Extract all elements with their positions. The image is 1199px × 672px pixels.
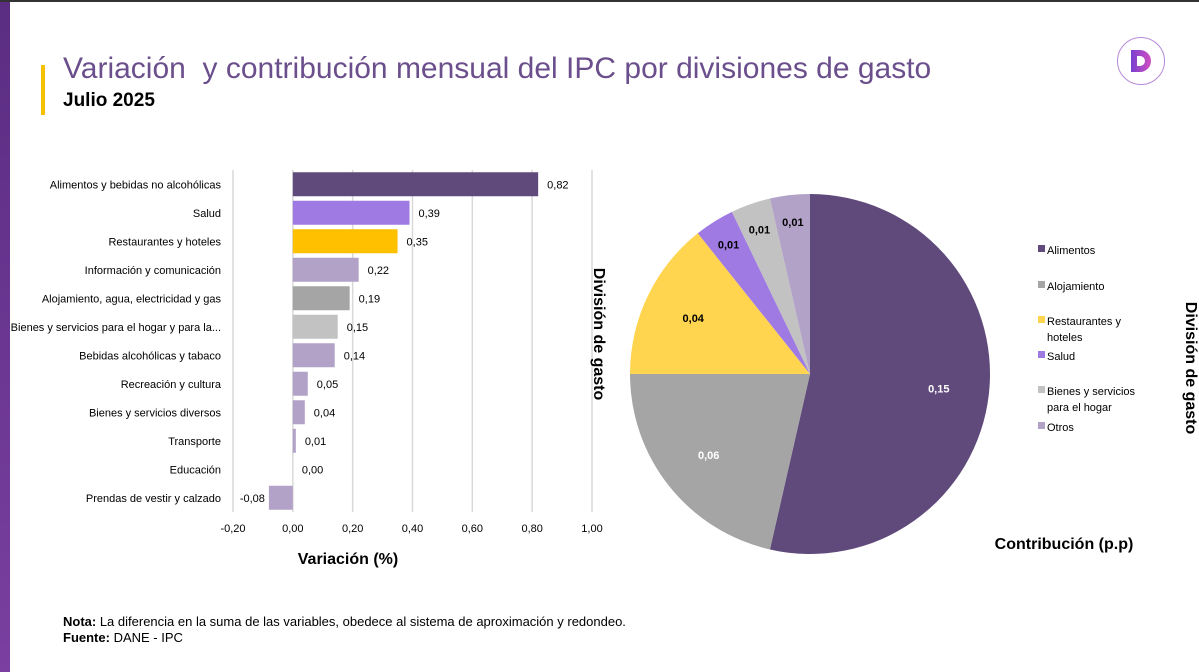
legend-swatch bbox=[1038, 351, 1045, 358]
data-label: 0,19 bbox=[359, 293, 380, 305]
x-axis-title: Variación (%) bbox=[298, 551, 398, 568]
category-label: Bebidas alcohólicas y tabaco bbox=[79, 350, 221, 362]
footnote: Nota: La diferencia en la suma de las va… bbox=[63, 614, 626, 629]
slice-label: 0,01 bbox=[749, 225, 770, 237]
pie-slice bbox=[769, 194, 991, 554]
category-label: Alojamiento, agua, electricidad y gas bbox=[42, 293, 222, 305]
data-label: 0,15 bbox=[347, 322, 368, 334]
legend-swatch bbox=[1038, 245, 1045, 252]
category-label: Prendas de vestir y calzado bbox=[86, 493, 221, 505]
page-subtitle: Julio 2025 bbox=[63, 90, 155, 111]
x-tick-label: 1,00 bbox=[581, 523, 602, 535]
category-label: Salud bbox=[193, 208, 221, 220]
data-label: 0,00 bbox=[302, 464, 323, 476]
logo-d-icon bbox=[1131, 50, 1151, 72]
bar bbox=[292, 200, 410, 225]
slice-label: 0,01 bbox=[718, 239, 739, 251]
category-label: Recreación y cultura bbox=[121, 379, 222, 391]
data-label: 0,14 bbox=[344, 350, 365, 362]
bar bbox=[292, 257, 359, 282]
bar bbox=[292, 286, 350, 311]
dane-logo bbox=[1117, 37, 1165, 85]
source-label: Fuente: bbox=[63, 630, 110, 645]
x-tick-label: 0,40 bbox=[402, 523, 423, 535]
legend-swatch bbox=[1038, 386, 1045, 393]
category-label: Alimentos y bebidas no alcohólicas bbox=[50, 179, 222, 191]
legend-swatch bbox=[1038, 422, 1045, 429]
legend-swatch bbox=[1038, 316, 1045, 323]
legend-label: hoteles bbox=[1047, 332, 1083, 344]
category-label: Bienes y servicios para el hogar y para … bbox=[11, 322, 221, 334]
category-label: Educación bbox=[170, 464, 221, 476]
pie-x-title: Contribución (p.p) bbox=[995, 536, 1134, 553]
legend-label: Bienes y servicios bbox=[1047, 386, 1136, 398]
data-label: 0,22 bbox=[368, 265, 389, 277]
x-tick-label: 0,80 bbox=[521, 523, 542, 535]
note-text: La diferencia en la suma de las variable… bbox=[96, 614, 626, 629]
pie-y-title: División de gasto bbox=[1182, 302, 1199, 435]
legend-label: Alimentos bbox=[1047, 245, 1096, 257]
title-accent bbox=[41, 65, 45, 115]
legend-label: para el hogar bbox=[1047, 402, 1112, 414]
bar bbox=[268, 485, 293, 510]
side-stripe bbox=[0, 0, 10, 672]
bar bbox=[292, 343, 335, 368]
data-label: 0,39 bbox=[419, 208, 440, 220]
x-tick-label: 0,20 bbox=[342, 523, 363, 535]
y-axis-title: División de gasto bbox=[590, 268, 607, 401]
x-tick-label: -0,20 bbox=[220, 523, 245, 535]
bar bbox=[292, 229, 398, 254]
legend-label: Restaurantes y bbox=[1047, 316, 1121, 328]
data-label: 0,35 bbox=[407, 236, 428, 248]
pie-slice bbox=[769, 194, 810, 374]
category-label: Transporte bbox=[168, 436, 221, 448]
top-border bbox=[0, 0, 1199, 2]
data-label: 0,05 bbox=[317, 379, 338, 391]
data-label: 0,04 bbox=[314, 407, 335, 419]
slice-label: 0,06 bbox=[698, 450, 719, 462]
bar bbox=[292, 314, 338, 339]
data-label: -0,08 bbox=[240, 493, 265, 505]
page-title: Variación y contribución mensual del IPC… bbox=[63, 52, 932, 85]
x-tick-label: 0,00 bbox=[282, 523, 303, 535]
x-tick-label: 0,60 bbox=[462, 523, 483, 535]
pie-slice bbox=[697, 211, 810, 374]
category-label: Bienes y servicios diversos bbox=[89, 407, 222, 419]
bar bbox=[292, 400, 305, 425]
pie-slice bbox=[630, 233, 810, 374]
bar bbox=[292, 371, 308, 396]
category-label: Información y comunicación bbox=[85, 265, 221, 277]
source: Fuente: DANE - IPC bbox=[63, 630, 183, 645]
note-label: Nota: bbox=[63, 614, 97, 629]
slice-label: 0,04 bbox=[683, 313, 705, 325]
slice-label: 0,01 bbox=[782, 217, 803, 229]
slice-label: 0,15 bbox=[928, 384, 949, 396]
legend-label: Alojamiento bbox=[1047, 281, 1104, 293]
bar bbox=[292, 172, 539, 197]
pie-slice bbox=[630, 374, 810, 550]
bar bbox=[292, 428, 296, 453]
data-label: 0,01 bbox=[305, 436, 326, 448]
legend-label: Otros bbox=[1047, 422, 1074, 434]
legend-label: Salud bbox=[1047, 351, 1075, 363]
source-text: DANE - IPC bbox=[109, 630, 183, 645]
data-label: 0,82 bbox=[547, 179, 568, 191]
pie-slice bbox=[731, 198, 810, 374]
legend-swatch bbox=[1038, 281, 1045, 288]
category-label: Restaurantes y hoteles bbox=[108, 236, 221, 248]
